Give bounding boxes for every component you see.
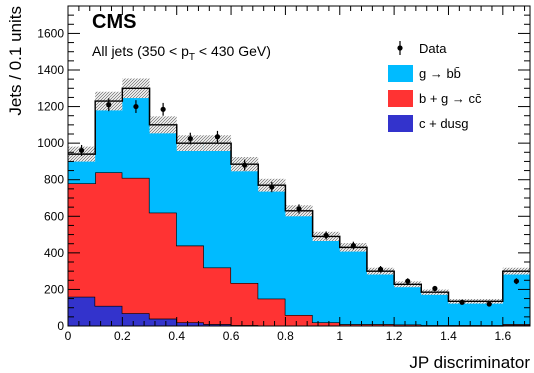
y-axis-title: Jets / 0.1 units <box>6 6 25 116</box>
x-tick-label-2: 0.4 <box>168 329 185 343</box>
y-tick-label-7: 1400 <box>37 63 64 77</box>
x-tick-label-1: 0.2 <box>114 329 131 343</box>
legend-entry-gbb: g → bb̄ <box>388 65 461 82</box>
data-marker-8 <box>296 206 302 212</box>
data-point-5 <box>214 130 221 143</box>
data-point-4 <box>187 132 193 145</box>
data-marker-0 <box>78 147 85 154</box>
y-tick-label-0: 0 <box>57 319 64 333</box>
y-tick-label-2: 400 <box>44 246 64 260</box>
data-point-8 <box>296 204 302 214</box>
legend-label-gbb: g → bb̄ <box>419 66 461 81</box>
legend-label-cdusg: c + dusg <box>419 116 469 131</box>
data-points <box>78 98 520 307</box>
data-marker-11 <box>377 266 384 272</box>
x-tick-label-7: 1.4 <box>440 329 457 343</box>
data-point-16 <box>513 278 520 285</box>
data-point-2 <box>133 100 139 113</box>
data-marker-2 <box>133 103 139 110</box>
data-marker-7 <box>269 184 275 190</box>
legend-entry-cdusg: c + dusg <box>388 115 469 132</box>
data-marker-15 <box>486 301 492 307</box>
data-point-11 <box>377 266 384 273</box>
data-point-14 <box>459 299 465 305</box>
data-marker-4 <box>187 135 193 142</box>
data-marker-1 <box>106 102 112 108</box>
legend: Data g → bb̄ b + g → cc̄ c + dusg <box>388 41 482 132</box>
data-point-1 <box>106 98 112 112</box>
legend-label-data: Data <box>419 41 447 56</box>
experiment-label: CMS <box>92 11 136 33</box>
x-tick-label-5: 1 <box>336 329 343 343</box>
data-point-7 <box>269 181 275 193</box>
y-tick-label-5: 1000 <box>37 136 64 150</box>
x-tick-label-8: 1.6 <box>494 329 511 343</box>
axes: 0 0.2 0.4 0.6 0.8 1 1.2 1.4 1.6 0 200 400 600 800 1000… <box>37 6 530 343</box>
data-marker-12 <box>405 278 411 284</box>
legend-entry-bcc: b + g → cc̄ <box>388 90 482 107</box>
y-tick-label-8: 1600 <box>37 26 64 40</box>
data-marker-10 <box>350 242 356 249</box>
y-tick-label-3: 600 <box>44 209 64 223</box>
x-tick-label-3: 0.6 <box>223 329 240 343</box>
data-point-0 <box>78 144 85 156</box>
series-1-fill <box>68 172 530 326</box>
x-axis-title: JP discriminator <box>409 353 530 372</box>
data-point-13 <box>432 285 438 292</box>
chart-subtitle: All jets (350 < pT < 430 GeV) <box>92 43 271 63</box>
data-point-3 <box>160 102 166 116</box>
legend-swatch-bcc <box>388 90 413 107</box>
data-marker-13 <box>432 285 438 292</box>
legend-label-bcc: b + g → cc̄ <box>419 91 482 106</box>
legend-entry-data: Data <box>397 41 447 56</box>
data-point-15 <box>486 301 492 307</box>
x-tick-label-0: 0 <box>65 329 72 343</box>
data-marker-6 <box>242 162 248 168</box>
data-point-10 <box>350 241 356 250</box>
data-point-9 <box>323 231 329 240</box>
series-0-fill <box>68 296 530 326</box>
y-tick-label-4: 800 <box>44 173 64 187</box>
y-tick-label-1: 200 <box>44 282 64 296</box>
data-marker-16 <box>513 278 520 284</box>
y-tick-label-6: 1200 <box>37 100 64 114</box>
data-marker-14 <box>459 299 465 305</box>
data-marker-5 <box>214 134 221 140</box>
x-tick-label-4: 0.8 <box>277 329 294 343</box>
data-marker-9 <box>323 232 329 239</box>
plot-frame <box>67 5 531 327</box>
legend-swatch-gbb <box>388 65 413 82</box>
data-marker-3 <box>160 106 166 112</box>
legend-data-marker <box>397 45 403 51</box>
data-point-12 <box>405 278 411 285</box>
x-tick-label-6: 1.2 <box>386 329 403 343</box>
data-point-6 <box>242 159 248 171</box>
legend-swatch-cdusg <box>388 115 413 132</box>
